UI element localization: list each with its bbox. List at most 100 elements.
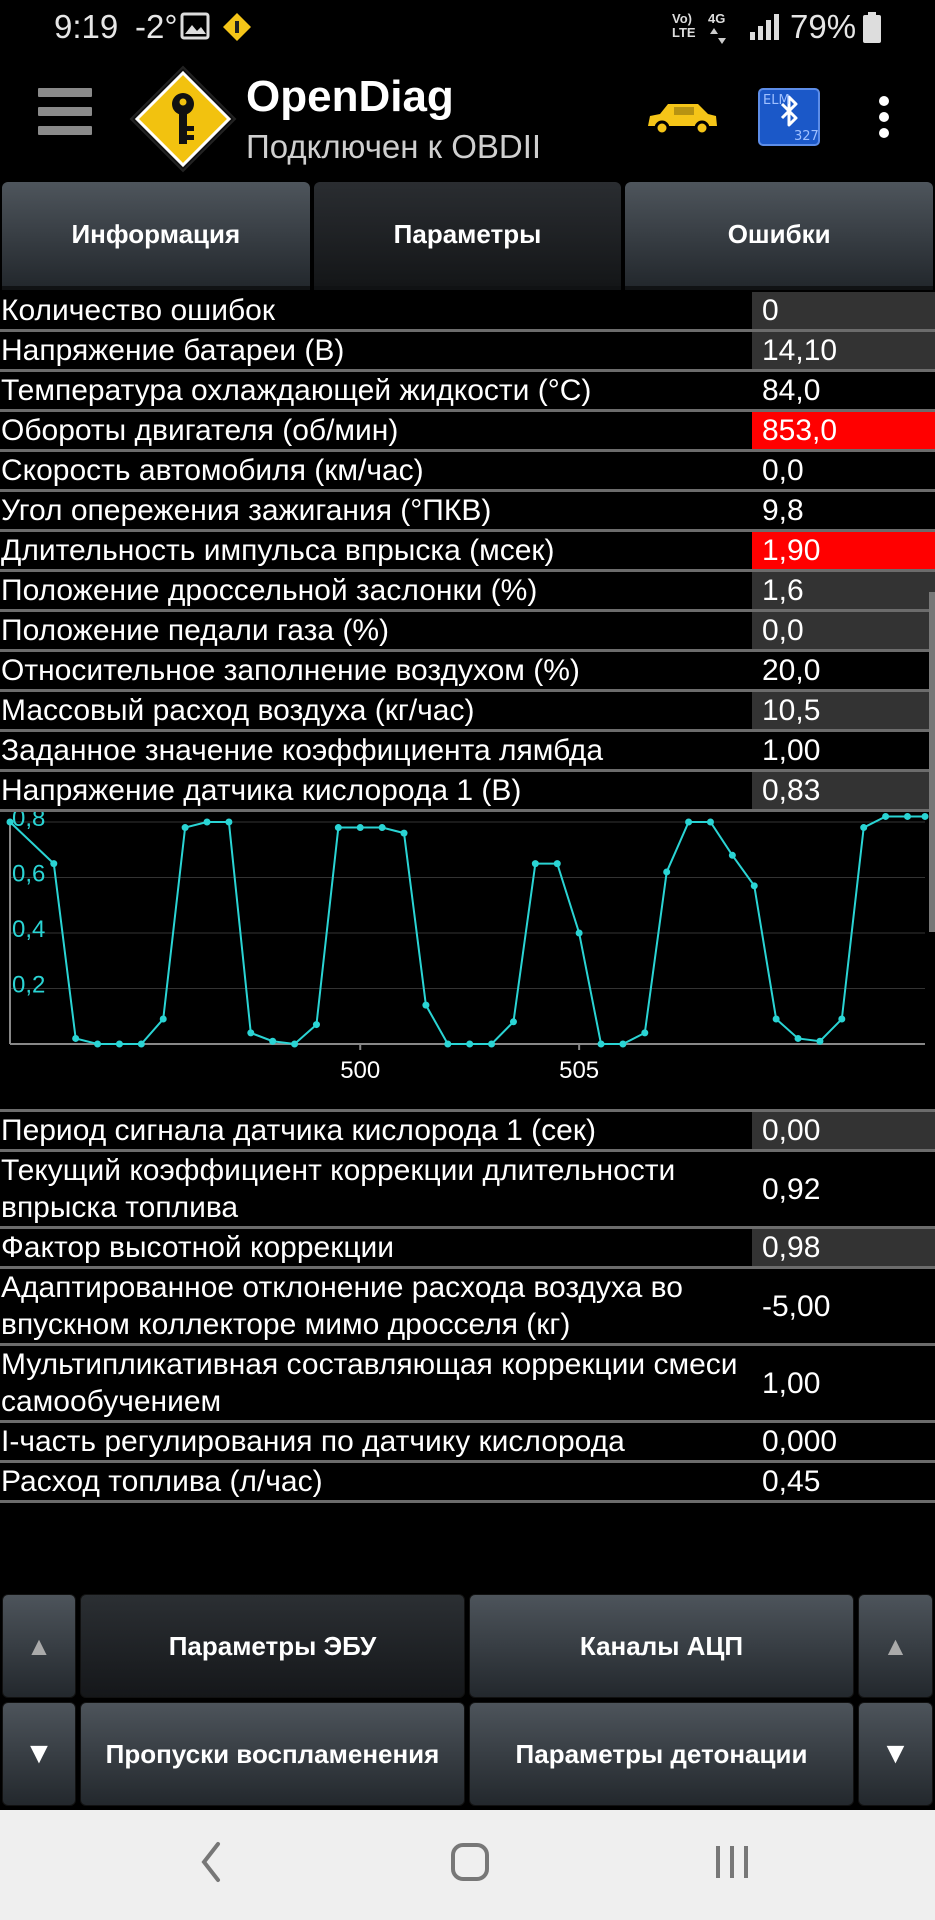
parameter-value: 1,00 [752,732,935,769]
scroll-up-button[interactable]: ▲ [2,1594,76,1698]
parameter-label: Положение педали газа (%) [1,614,389,647]
app-title: OpenDiag [246,72,454,121]
parameter-row[interactable]: Обороты двигателя (об/мин) 853,0 [0,412,935,452]
o2-data-point [356,824,364,832]
parameter-value: 0,000 [752,1423,935,1460]
o2-data-point [838,1015,846,1023]
parameter-value: 0,0 [752,612,935,649]
parameter-row[interactable]: Положение дроссельной заслонки (%) 1,6 [0,572,935,612]
tab-errors[interactable]: Ошибки [625,182,934,290]
parameter-label: Температура охлаждающей жидкости (°С) [1,374,592,407]
parameter-value: 1,6 [752,572,935,609]
more-vert-icon[interactable] [872,96,896,140]
down-arrow-icon: ▼ [24,1737,54,1770]
parameter-row[interactable]: Напряжение датчика кислорода 1 (В) 0,83 [0,772,935,812]
home-icon[interactable] [450,1840,490,1884]
o2-data-point [903,812,911,820]
parameter-row[interactable]: Мультипликативная составляющая коррекции… [0,1346,935,1423]
data-arrows-icon [710,28,726,44]
o2-data-point [641,1029,649,1037]
bluetooth-elm-icon[interactable]: ELM 327 [758,88,820,146]
parameter-list[interactable]: Количество ошибок 0 Напряжение батареи (В)… [0,292,935,1592]
parameter-row[interactable]: Длительность импульса впрыска (мсек) 1,90 [0,532,935,572]
system-nav-bar [0,1810,935,1920]
x-tick-label: 505 [559,1057,599,1084]
o2-data-point [72,1034,80,1042]
parameter-label: Фактор высотной коррекции [1,1231,395,1264]
parameter-row[interactable]: Адаптированное отклонение расхода воздух… [0,1269,935,1346]
o2-data-point [400,829,408,837]
parameter-value: 1,00 [752,1346,935,1420]
parameter-row[interactable]: Угол опережения зажигания (°ПКВ) 9,8 [0,492,935,532]
status-bar: 9:19 -2° Vo) LTE 4G 79% [0,0,935,56]
parameter-label: Расход топлива (л/час) [1,1465,323,1498]
svg-text:327: 327 [794,129,819,144]
parameter-label: I-часть регулирования по датчику кислоро… [1,1425,625,1458]
parameter-label: Обороты двигателя (об/мин) [1,414,399,447]
o2-data-point [247,1029,255,1037]
parameter-label: Положение дроссельной заслонки (%) [1,574,538,607]
network-indicator: Vo) LTE [672,11,696,40]
scroll-down-button[interactable]: ▼ [2,1702,76,1806]
misfires-button[interactable]: Пропуски воспламенения [80,1702,465,1806]
o2-data-point [444,1040,452,1048]
parameter-value: 0,83 [752,772,935,809]
parameter-value: 0,45 [752,1463,935,1500]
car-icon[interactable] [644,96,720,138]
o2-data-point [860,824,868,832]
parameter-row[interactable]: Массовый расход воздуха (кг/час) 10,5 [0,692,935,732]
parameter-label: Заданное значение коэффициента лямбда [1,734,604,767]
o2-data-point [531,860,539,868]
parameter-row[interactable]: I-часть регулирования по датчику кислоро… [0,1423,935,1463]
list-scrollbar[interactable] [929,592,935,932]
knock-params-button[interactable]: Параметры детонации [469,1702,854,1806]
ecu-params-button[interactable]: Параметры ЭБУ [80,1594,465,1698]
o2-data-point [94,1040,102,1048]
status-time: 9:19 [54,8,119,45]
opendiag-notify-icon [223,13,251,41]
parameter-label: Скорость автомобиля (км/час) [1,454,424,487]
parameter-row[interactable]: Количество ошибок 0 [0,292,935,332]
parameter-row[interactable]: Заданное значение коэффициента лямбда 1,0… [0,732,935,772]
o2-sensor-chart: 0,2 0,4 0,6 0,8 500 505 [0,805,935,1112]
o2-data-point [137,1040,145,1048]
parameter-row[interactable]: Фактор высотной коррекции 0,98 [0,1229,935,1269]
parameter-row[interactable]: Положение педали газа (%) 0,0 [0,612,935,652]
parameter-label: Период сигнала датчика кислорода 1 (сек) [1,1114,596,1147]
parameter-row[interactable]: Текущий коэффициент коррекции длительнос… [0,1152,935,1229]
parameter-row[interactable]: Скорость автомобиля (км/час) 0,0 [0,452,935,492]
o2-data-point [203,818,211,826]
o2-series-line [9,815,925,1046]
parameter-value: 0,00 [752,1112,935,1149]
o2-data-point [269,1037,277,1045]
parameter-label: Мультипликативная составляющая коррекции… [1,1348,738,1418]
tab-params[interactable]: Параметры [313,182,622,290]
scroll-up-right-button[interactable]: ▲ [858,1594,933,1698]
bottom-panel: ▲ Параметры ЭБУ Каналы АЦП ▲ ▼ Пропуски … [0,1592,935,1810]
parameter-value: 14,10 [752,332,935,369]
parameter-row[interactable]: Период сигнала датчика кислорода 1 (сек)… [0,1112,935,1152]
parameter-row[interactable]: Напряжение батареи (В) 14,10 [0,332,935,372]
o2-data-point [882,812,890,820]
menu-icon[interactable] [38,88,92,144]
o2-data-point [921,812,929,820]
connection-status: Подключен к OBDII [246,128,542,165]
o2-data-point [422,1001,430,1009]
parameter-row[interactable]: Температура охлаждающей жидкости (°С) 84,… [0,372,935,412]
parameter-label: Адаптированное отклонение расхода воздух… [1,1271,683,1341]
battery-icon [863,12,881,43]
back-icon[interactable] [196,1840,226,1884]
adc-channels-button[interactable]: Каналы АЦП [469,1594,854,1698]
o2-data-point [750,882,758,890]
o2-data-point [663,868,671,876]
recents-icon[interactable] [712,1840,752,1884]
scroll-down-right-button[interactable]: ▼ [858,1702,933,1806]
parameter-label: Количество ошибок [1,294,275,327]
tab-info[interactable]: Информация [2,182,310,290]
parameter-row[interactable]: Расход топлива (л/час) 0,45 [0,1463,935,1503]
parameter-value: 0,98 [752,1229,935,1266]
y-tick-label: 0,6 [12,861,45,888]
o2-data-point [619,1040,627,1048]
parameter-row[interactable]: Относительное заполнение воздухом (%) 20,… [0,652,935,692]
